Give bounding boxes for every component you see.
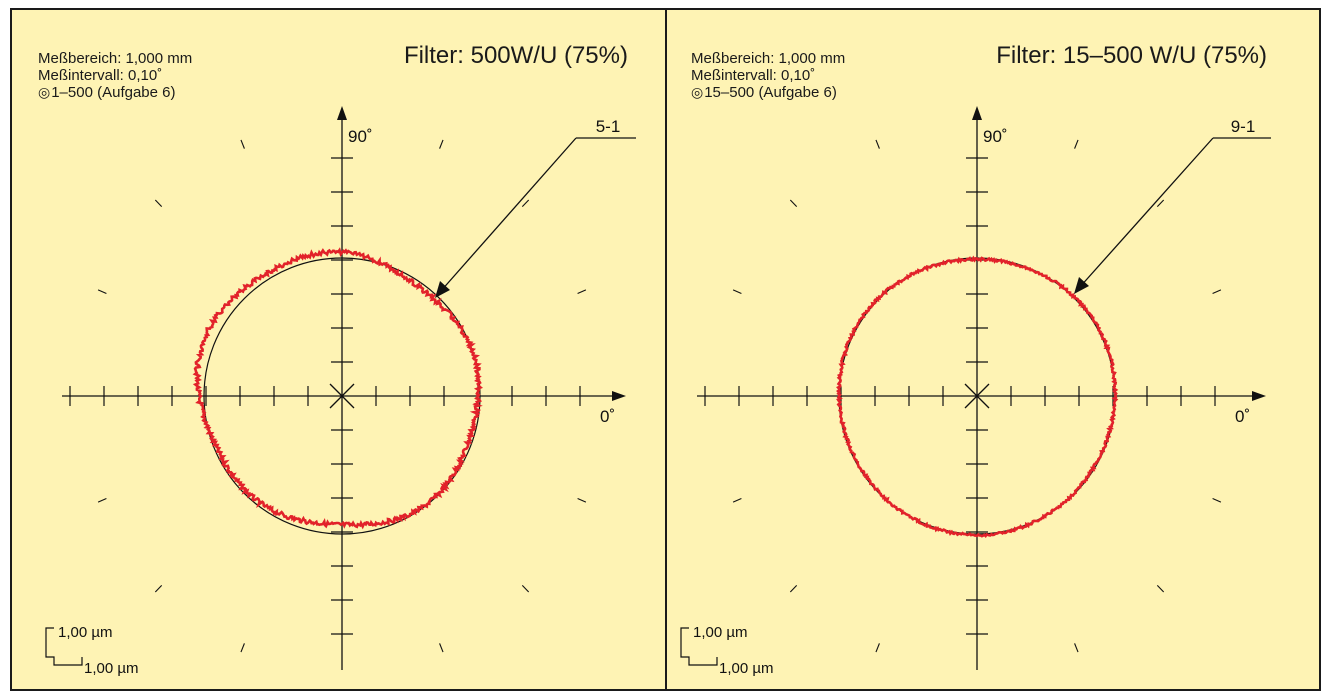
radial-tick-mark [732,289,742,295]
tolerance-value: 1–500 (Aufgabe 6) [51,84,176,101]
filter-title: Filter: 15–500 W/U (75%) [996,42,1267,69]
radial-tick-mark [240,643,245,653]
callout: 5-1 [435,117,636,298]
scale-vertical-label: 1,00 µm [693,624,748,641]
scale-vertical-label: 1,00 µm [58,624,113,641]
polar-plot-right: 9-1 90˚ 0˚ 1,00 µm 1,00 µm [680,106,1271,677]
callout-arrow-line [1078,137,1214,289]
polar-axes [697,106,1266,670]
radial-tick-mark [1074,139,1079,149]
radial-tick-mark [1156,199,1165,208]
y-axis-arrow [337,106,347,120]
radial-tick-mark [97,497,107,503]
scale-indicator: 1,00 µm 1,00 µm [45,624,139,677]
scale-horizontal-label: 1,00 µm [84,660,139,677]
radial-tick-mark [1156,584,1165,593]
roundness-panel-left: 5-1 90˚ 0˚ 1,00 µm 1,00 µm Meßbereich: 1… [12,10,664,689]
radial-tick-mark [789,199,798,208]
panel-divider [665,8,667,691]
roundness-panel-right: 9-1 90˚ 0˚ 1,00 µm 1,00 µm Meßbereich: 1… [667,10,1319,689]
concentricity-symbol-icon: ◎ [691,84,704,100]
center-cross [964,383,990,409]
callout-arrow-line [439,137,577,293]
callout-arrowhead [1074,277,1089,294]
polar-plot-left: 5-1 90˚ 0˚ 1,00 µm 1,00 µm [45,106,636,677]
radial-tick-mark [875,643,880,653]
measurement-info: Meßbereich: 1,000 mm Meßintervall: 0,10˚… [38,50,192,101]
tolerance-value: 15–500 (Aufgabe 6) [704,84,837,101]
filter-title: Filter: 500W/U (75%) [403,42,628,69]
angle-label-0: 0˚ [1235,407,1250,426]
scale-bracket [680,627,718,666]
radial-tick-mark [521,584,530,593]
callout-arrowhead [435,281,450,298]
measuring-range: Meßbereich: 1,000 mm [38,50,193,67]
radial-tick-mark [1212,497,1222,503]
polar-axes [62,106,626,670]
roundness-profile [192,247,484,530]
radial-tick-mark [577,289,587,295]
radial-tick-mark [1074,643,1079,653]
callout-label: 5-1 [596,117,621,136]
radial-tick-mark [240,139,245,149]
radial-tick-mark [577,497,587,503]
measuring-interval: Meßintervall: 0,10˚ [691,67,816,84]
y-axis-arrow [972,106,982,120]
measuring-range: Meßbereich: 1,000 mm [691,50,846,67]
radial-ticks [97,139,587,653]
radial-ticks [732,139,1222,653]
measuring-interval: Meßintervall: 0,10˚ [38,67,163,84]
radial-tick-mark [97,289,107,295]
radial-tick-mark [439,139,444,149]
radial-tick-mark [1212,289,1222,295]
x-axis-arrow [612,391,626,401]
tolerance-line: ◎15–500 (Aufgabe 6) [691,84,845,101]
radial-tick-mark [875,139,880,149]
center-cross [329,383,355,409]
measurement-info: Meßbereich: 1,000 mm Meßintervall: 0,10˚… [691,50,845,101]
radial-tick-mark [154,584,163,593]
scale-bracket [45,627,83,666]
reference-circle [203,257,481,535]
x-axis-arrow [1252,391,1266,401]
radial-tick-mark [521,199,530,208]
callout-label: 9-1 [1231,117,1256,136]
angle-label-90: 90˚ [983,127,1008,146]
radial-tick-mark [154,199,163,208]
radial-tick-mark [732,497,742,503]
concentricity-symbol-icon: ◎ [38,84,51,100]
scale-indicator: 1,00 µm 1,00 µm [680,624,774,677]
callout: 9-1 [1074,117,1271,294]
roundness-profile [836,255,1119,538]
angle-label-0: 0˚ [600,407,615,426]
radial-tick-mark [439,643,444,653]
angle-label-90: 90˚ [348,127,373,146]
radial-tick-mark [789,584,798,593]
scale-horizontal-label: 1,00 µm [719,660,774,677]
tolerance-line: ◎1–500 (Aufgabe 6) [38,84,192,101]
